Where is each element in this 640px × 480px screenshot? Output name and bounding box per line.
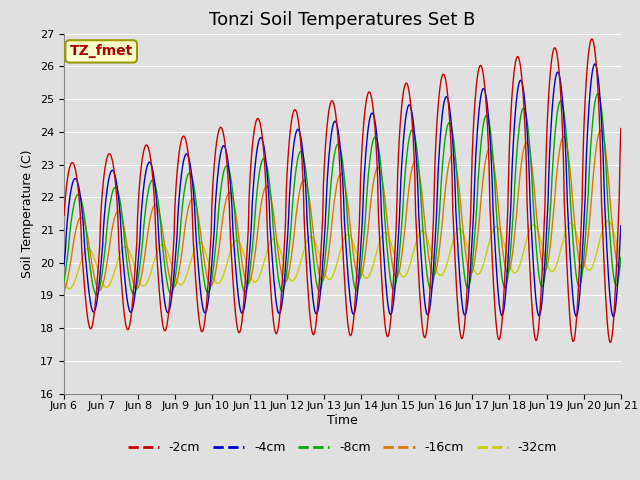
-32cm [185,266,193,272]
Line: -32cm: -32cm [64,221,621,288]
-2cm [214,134,221,140]
-4cm [410,126,418,132]
X-axis label: Time: Time [327,414,358,427]
-16cm [60,288,68,294]
-32cm [71,278,79,284]
-2cm [127,311,135,316]
-16cm [184,207,192,213]
-2cm [60,213,68,218]
-2cm [426,281,434,287]
-8cm [428,286,435,292]
-32cm [60,278,68,284]
-32cm [411,243,419,249]
-32cm [128,256,136,262]
-2cm [606,339,614,345]
-16cm [214,258,221,264]
Line: -4cm: -4cm [64,64,621,316]
-4cm [591,61,598,67]
-2cm [617,126,625,132]
Line: -2cm: -2cm [64,39,621,342]
-4cm [609,313,617,319]
-4cm [617,223,625,228]
-16cm [70,236,78,242]
-8cm [214,213,222,219]
-8cm [411,133,419,139]
Line: -8cm: -8cm [64,94,621,295]
-4cm [60,263,68,268]
-16cm [127,271,135,277]
-32cm [604,218,611,224]
-2cm [184,149,192,155]
-4cm [127,309,135,315]
Line: -16cm: -16cm [64,130,621,291]
-32cm [617,256,625,262]
Title: Tonzi Soil Temperatures Set B: Tonzi Soil Temperatures Set B [209,11,476,29]
-4cm [426,302,434,308]
-8cm [185,170,193,176]
-32cm [214,280,222,286]
-32cm [65,286,73,291]
-8cm [70,201,78,207]
-16cm [597,127,605,133]
-16cm [426,264,434,270]
Text: TZ_fmet: TZ_fmet [70,44,133,59]
Y-axis label: Soil Temperature (C): Soil Temperature (C) [22,149,35,278]
-16cm [617,262,625,268]
Legend: -2cm, -4cm, -8cm, -16cm, -32cm: -2cm, -4cm, -8cm, -16cm, -32cm [123,436,562,459]
-4cm [70,177,78,182]
-4cm [184,153,192,158]
-8cm [617,255,625,261]
-32cm [428,249,435,254]
-2cm [588,36,596,42]
-2cm [70,162,78,168]
-4cm [214,176,221,182]
-8cm [128,289,136,295]
-8cm [594,91,602,96]
-8cm [93,292,100,298]
-8cm [60,279,68,285]
-16cm [410,159,418,165]
-2cm [410,152,418,158]
